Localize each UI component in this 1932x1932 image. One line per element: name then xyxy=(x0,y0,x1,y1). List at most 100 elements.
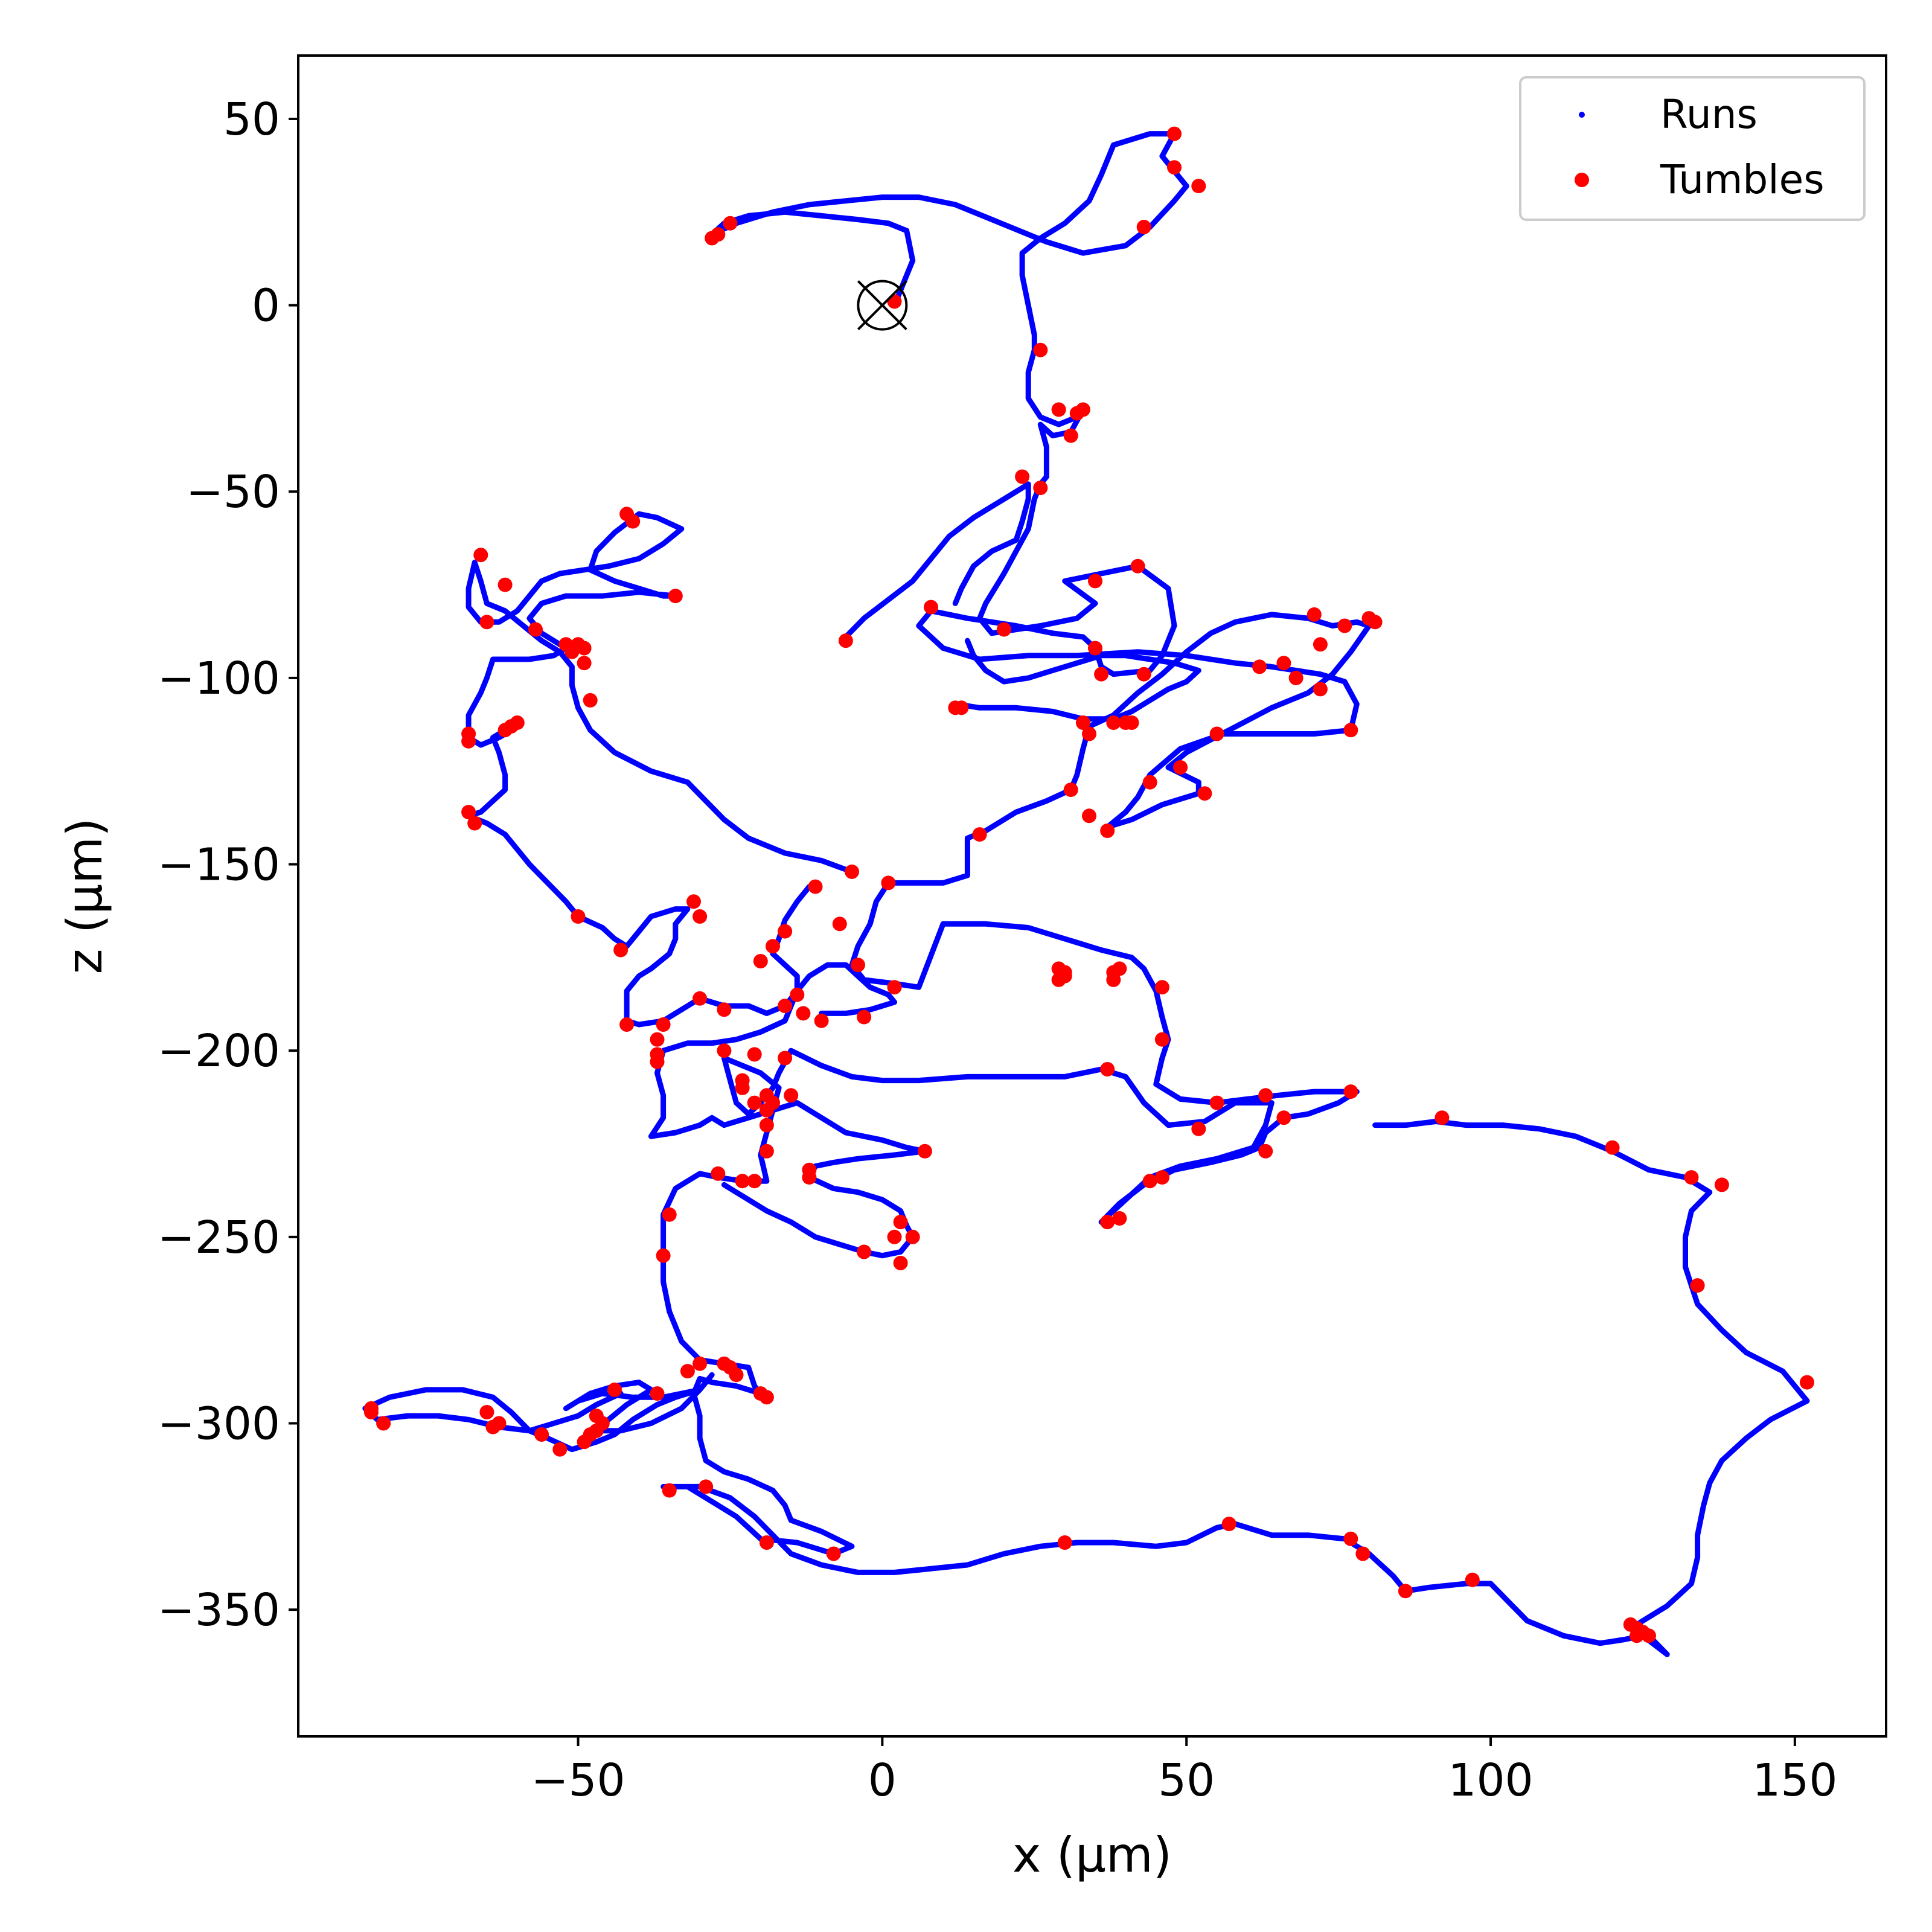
tumble-point xyxy=(1100,824,1115,838)
tumble-point xyxy=(693,1356,708,1371)
tumble-point xyxy=(1642,1628,1656,1643)
tumble-point xyxy=(650,1054,665,1069)
tumble-point xyxy=(613,942,629,958)
tumble-point xyxy=(759,1390,774,1405)
y-axis-label: z (μm) xyxy=(57,818,113,974)
tumble-point xyxy=(857,1244,872,1259)
tumble-point xyxy=(1313,682,1328,697)
tumble-point xyxy=(485,1419,501,1435)
tumble-point xyxy=(577,656,592,671)
tumble-point xyxy=(766,939,780,954)
x-tick-label: 0 xyxy=(868,1754,897,1806)
tumble-point xyxy=(747,1174,762,1189)
tumble-point xyxy=(857,1009,872,1025)
tumble-point xyxy=(887,1229,902,1244)
tumble-point xyxy=(1136,220,1151,234)
tumble-point xyxy=(1684,1170,1699,1185)
tumble-point xyxy=(1355,1546,1371,1561)
tumble-point xyxy=(851,958,865,973)
tumble-point xyxy=(1800,1375,1814,1390)
tumble-point xyxy=(662,1207,677,1222)
tumble-point xyxy=(497,577,513,592)
tumble-point xyxy=(699,1479,714,1494)
tumble-point xyxy=(1167,160,1182,175)
tumble-point xyxy=(917,1144,932,1159)
tumble-point xyxy=(479,1405,494,1419)
tumble-point xyxy=(1398,1584,1413,1599)
runs-trace-4 xyxy=(843,481,1031,640)
tumble-point xyxy=(1221,1517,1236,1532)
legend-runs-label: Runs xyxy=(1660,91,1758,138)
tumble-point xyxy=(905,1229,920,1244)
tumble-point xyxy=(1258,1144,1273,1159)
tumble-point xyxy=(662,1483,677,1498)
tumble-point xyxy=(1124,715,1139,730)
start-marker-circle xyxy=(857,280,908,331)
tumble-point xyxy=(759,1535,774,1550)
tumble-point xyxy=(796,1006,811,1021)
legend-tumbles-marker xyxy=(1575,173,1589,187)
tumble-point xyxy=(1367,615,1383,630)
tumble-point xyxy=(747,1095,762,1110)
tumble-point xyxy=(461,734,476,749)
tumble-point xyxy=(565,644,580,659)
tumble-point xyxy=(717,1002,732,1017)
y-tick-label: −350 xyxy=(158,1584,280,1636)
tumble-point xyxy=(1106,972,1121,987)
tumble-point xyxy=(972,827,987,842)
legend: Runs Tumbles xyxy=(1519,76,1866,221)
tumble-point xyxy=(461,805,476,820)
tumble-point xyxy=(1082,726,1096,741)
runs-trace-3 xyxy=(362,1372,715,1453)
tumble-point xyxy=(1252,659,1267,674)
tumble-point xyxy=(1605,1140,1620,1155)
tumble-point xyxy=(1033,481,1048,496)
tumble-point xyxy=(1057,1535,1072,1550)
tumble-point xyxy=(1313,637,1328,652)
tumble-point xyxy=(1051,972,1066,987)
tumble-point xyxy=(650,1386,665,1401)
tumble-point xyxy=(1343,1531,1358,1546)
y-tick-label: 50 xyxy=(223,94,280,146)
tumble-point xyxy=(729,1367,744,1383)
tumble-point xyxy=(1167,126,1182,141)
x-tick-label: 150 xyxy=(1752,1754,1837,1806)
start-marker-cross xyxy=(857,280,907,331)
tumble-point xyxy=(808,879,823,894)
tumble-point xyxy=(1191,179,1206,194)
start-marker xyxy=(857,280,908,331)
tumble-point xyxy=(1197,786,1212,801)
tumble-point xyxy=(832,916,847,932)
tumble-point xyxy=(1435,1110,1450,1125)
tumble-point xyxy=(650,1032,665,1047)
tumble-point xyxy=(753,954,768,968)
tumble-point xyxy=(778,999,793,1014)
axis-ticks: −50 0 50 100 150 50 0 −50 −100 −150 −200 −250 −300 −3… xyxy=(158,94,1838,1806)
y-tick-label: −200 xyxy=(158,1025,280,1077)
tumble-point xyxy=(1343,723,1358,738)
tumble-point xyxy=(1154,1170,1169,1185)
tumble-point xyxy=(954,700,969,715)
tumble-point xyxy=(759,1144,774,1159)
tumble-point xyxy=(1173,760,1188,775)
tumble-point xyxy=(497,723,513,738)
tumble-point xyxy=(1088,641,1102,656)
runs-trace-5 xyxy=(952,638,1201,722)
tumble-point xyxy=(778,1051,793,1066)
tumble-point xyxy=(1100,1062,1115,1076)
tumble-point xyxy=(1130,558,1145,574)
plot-area xyxy=(362,126,1814,1657)
tumble-point xyxy=(467,816,482,831)
tumble-point xyxy=(747,1047,762,1062)
tumble-point xyxy=(717,1043,732,1058)
tumble-point xyxy=(607,1382,622,1397)
tumble-point xyxy=(1629,1628,1644,1643)
tumble-point xyxy=(1088,574,1102,589)
tumble-point xyxy=(1142,1174,1157,1189)
tumble-point xyxy=(1094,667,1109,682)
tumble-point xyxy=(924,600,938,615)
tumble-point xyxy=(577,1435,592,1450)
tumble-point xyxy=(1276,1110,1291,1125)
